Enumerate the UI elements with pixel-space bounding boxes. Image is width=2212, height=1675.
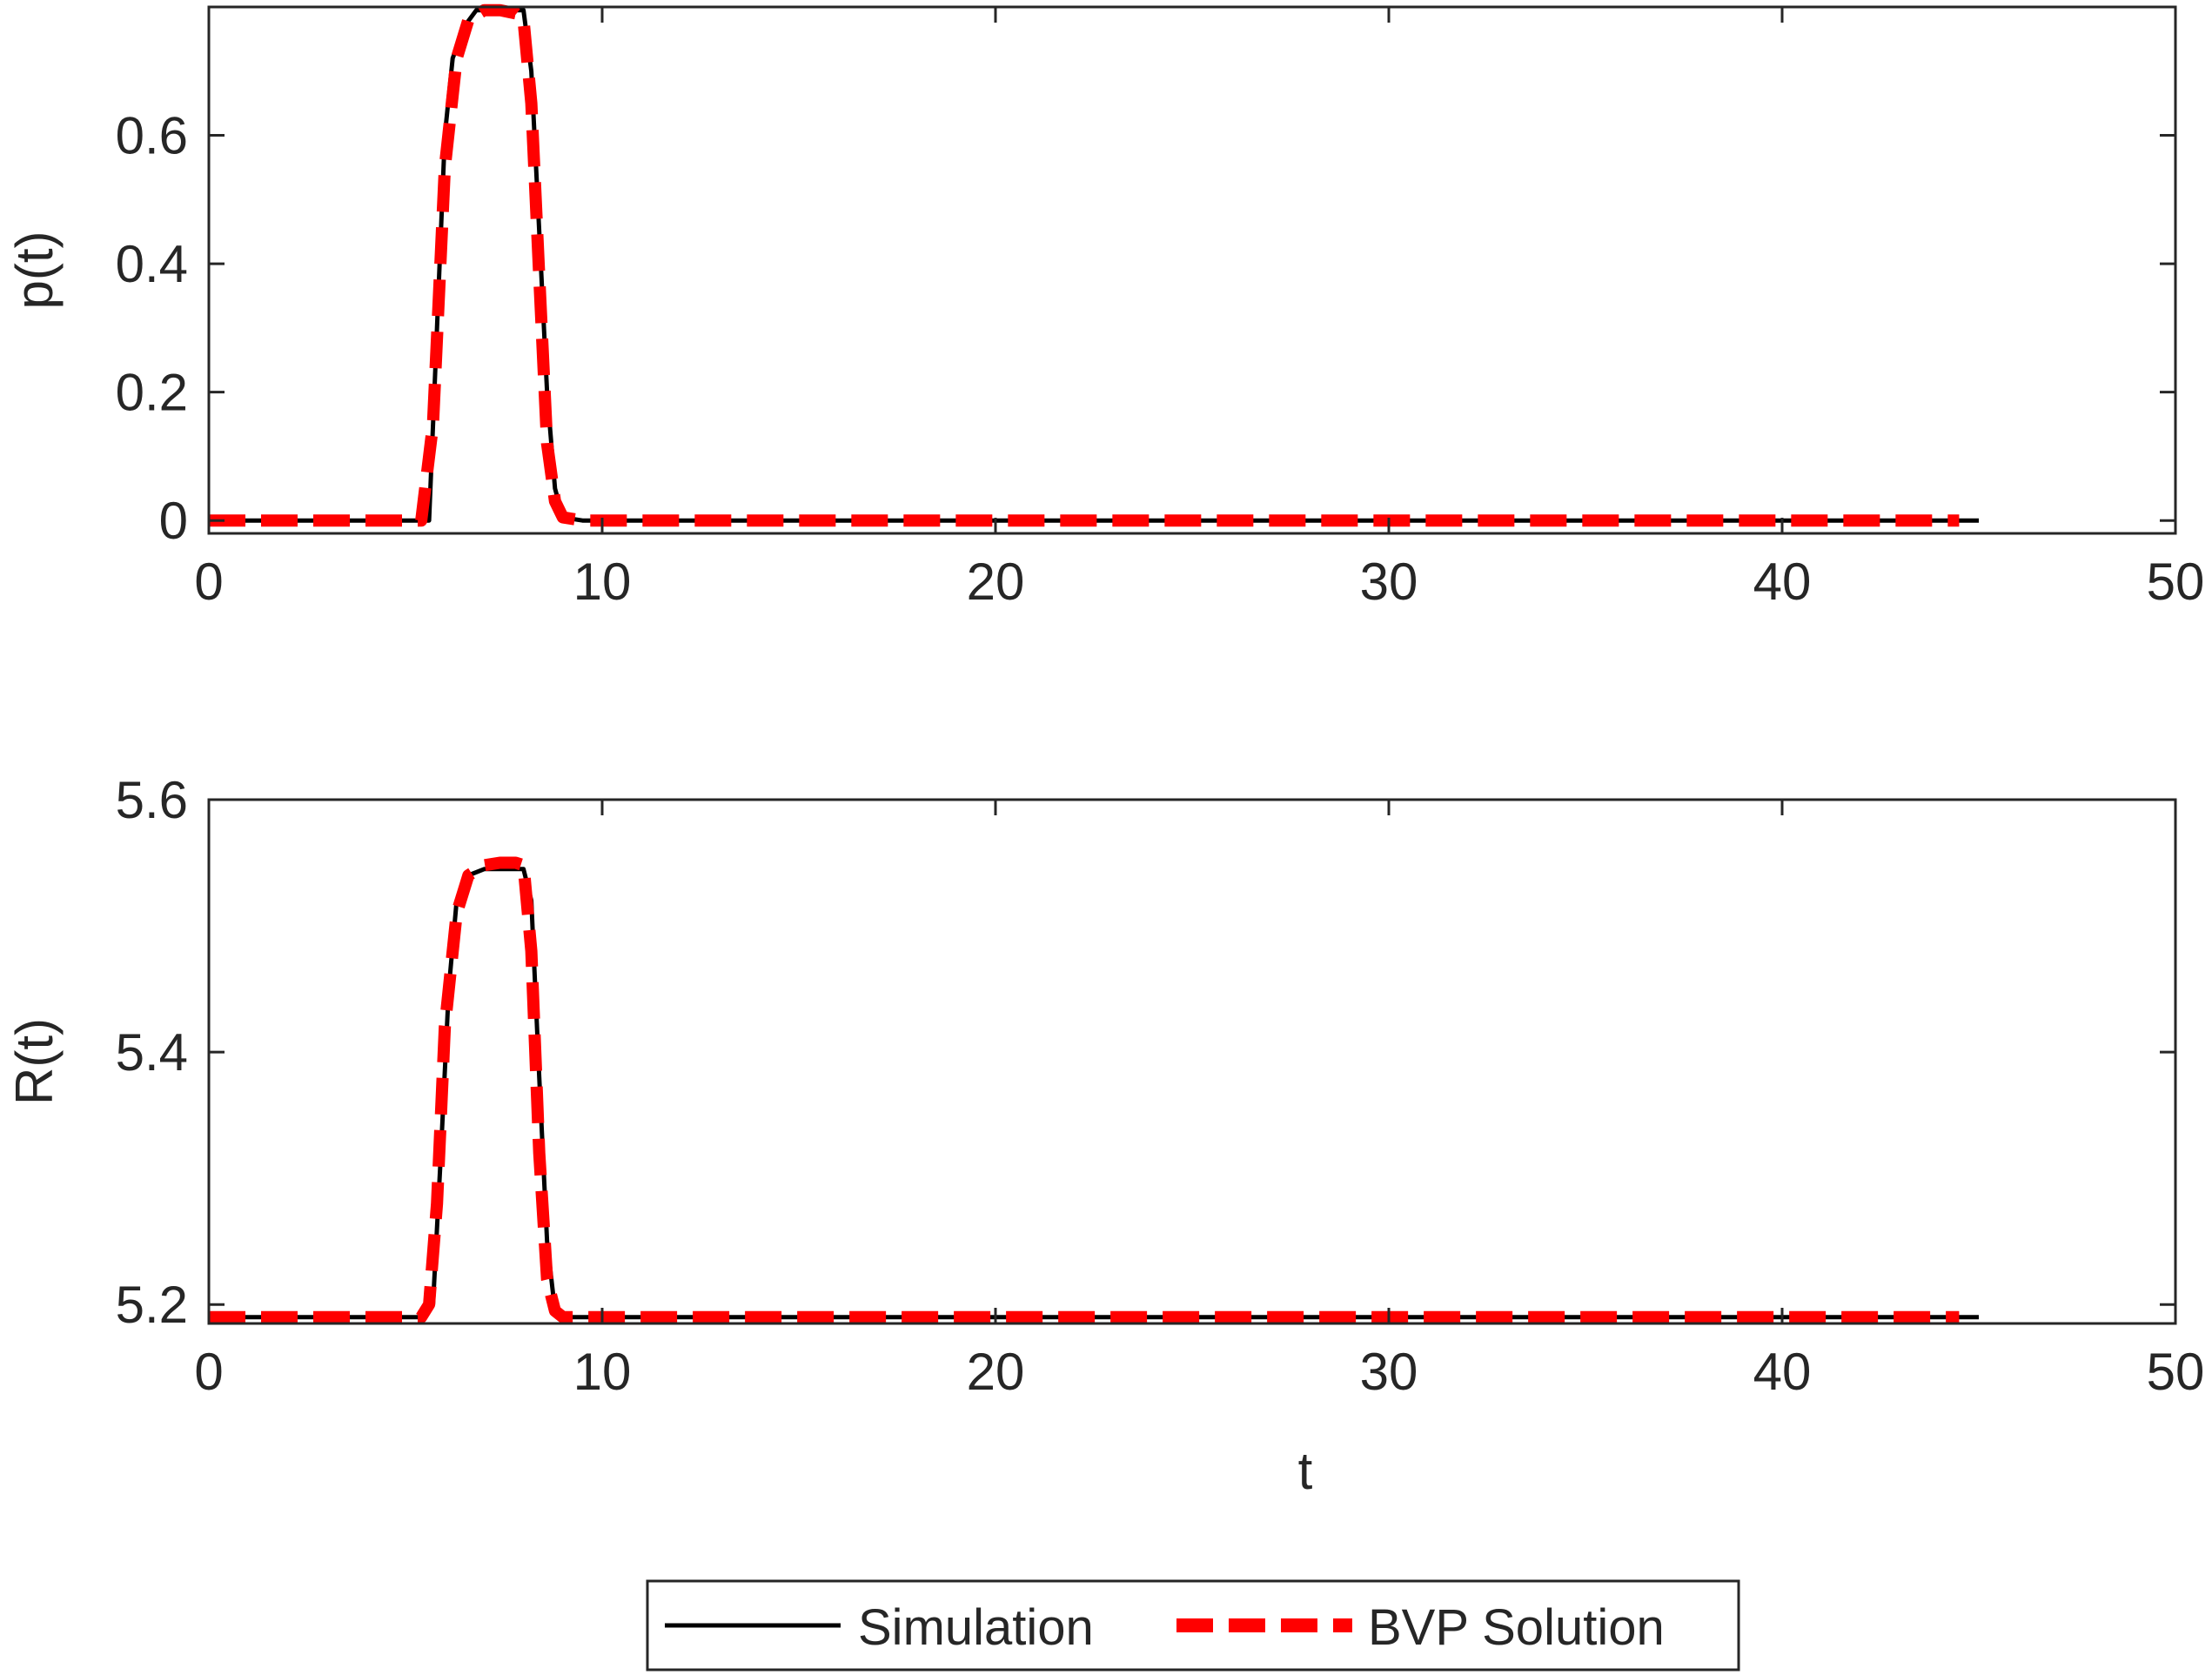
series-line-bvp-solution [209,856,1960,1323]
y-axis-label-r: R(t) [5,1018,64,1105]
x-tick-label: 20 [967,553,1025,611]
x-tick-label: 0 [194,553,223,611]
x-tick-label: 30 [1360,1343,1418,1401]
series-line-bvp-solution [209,3,1960,527]
y-axis-label-p: p(t) [5,231,64,310]
x-tick-label: 10 [573,553,632,611]
y-tick-label: 5.4 [116,1023,188,1082]
axes-frame-p [207,5,2177,535]
series-line-simulation [209,8,1979,523]
series-line-simulation [209,867,1979,1320]
x-tick-label: 30 [1360,553,1418,611]
ticks-r: 0 10 20 30 40 50 5.2 5.4 5.6 [116,771,2205,1401]
x-tick-label: 40 [1753,1343,1812,1401]
x-tick-label: 50 [2147,1343,2205,1401]
y-tick-label: 5.6 [116,771,188,829]
y-tick-label: 0 [159,492,188,550]
legend-label-bvp: BVP Solution [1368,1599,1665,1656]
subplot-r: 0 10 20 30 40 50 5.2 5.4 5.6 R(t) t [5,771,2204,1500]
y-tick-label: 0.2 [116,364,188,422]
plot-area-r [209,856,1979,1323]
plot-area-p [209,3,1979,527]
x-axis-label: t [1298,1442,1313,1500]
axes-frame-r [207,798,2177,1325]
legend: Simulation BVP Solution [646,1579,1740,1672]
ticks-p: 0 10 20 30 40 50 0 0.2 0.4 0.6 [116,7,2205,611]
x-tick-label: 20 [967,1343,1025,1401]
y-tick-label: 5.2 [116,1276,188,1334]
y-tick-label: 0.4 [116,235,188,293]
subplot-p: 0 10 20 30 40 50 0 0.2 0.4 0.6 p(t) [5,3,2205,611]
legend-label-simulation: Simulation [858,1599,1094,1656]
y-tick-label: 0.6 [116,107,188,165]
x-tick-label: 0 [194,1343,223,1401]
x-tick-label: 40 [1753,553,1812,611]
x-tick-label: 10 [573,1343,632,1401]
x-tick-label: 50 [2147,553,2205,611]
